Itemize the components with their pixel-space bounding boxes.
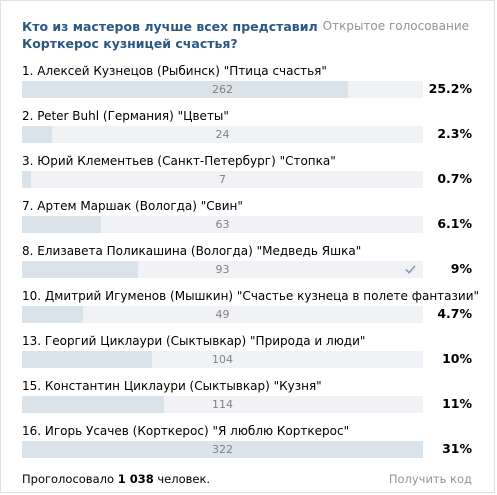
option-percent: 2.3%: [437, 126, 472, 141]
option-vote-count: 104: [212, 353, 233, 366]
poll-type-label: Открытое голосование: [322, 19, 469, 33]
poll-option[interactable]: 10. Дмитрий Игуменов (Мышкин) "Счастье к…: [22, 288, 479, 333]
poll-option[interactable]: 8. Елизавета Поликашина (Вологда) "Медве…: [22, 243, 472, 288]
option-label: 13. Георгий Циклаури (Сыктывкар) "Природ…: [22, 334, 366, 348]
option-bar: 262: [22, 81, 423, 98]
poll-option[interactable]: 13. Георгий Циклаури (Сыктывкар) "Природ…: [22, 333, 472, 378]
poll-option[interactable]: 15. Константин Циклаури (Сыктывкар) "Куз…: [22, 378, 472, 423]
option-vote-count: 93: [215, 263, 230, 276]
voted-suffix: человек.: [153, 472, 211, 486]
option-vote-count: 49: [215, 308, 230, 321]
option-bar-fill: [22, 216, 101, 233]
option-percent: 4.7%: [437, 306, 472, 321]
option-vote-count: 7: [219, 173, 226, 186]
option-bar: 104: [22, 351, 423, 368]
option-bar-fill: [22, 171, 31, 188]
voted-summary: Проголосовало 1 038 человек.: [22, 471, 210, 487]
option-vote-count: 114: [212, 398, 233, 411]
option-bar: 24: [22, 126, 423, 143]
option-label: 3. Юрий Клементьев (Санкт-Петербург) "Ст…: [22, 154, 336, 168]
poll-question: Кто из мастеров лучше всех представил Ко…: [22, 19, 318, 51]
option-bar: 7: [22, 171, 423, 188]
option-bar: 63: [22, 216, 423, 233]
option-label: 7. Артем Маршак (Вологда) "Свин": [22, 199, 243, 213]
poll-header: Кто из мастеров лучше всех представил Ко…: [22, 18, 492, 58]
poll-option[interactable]: 16. Игорь Усачев (Корткерос) "Я люблю Ко…: [22, 423, 472, 468]
voted-prefix: Проголосовало: [22, 472, 118, 486]
option-percent: 11%: [442, 396, 472, 411]
option-bar-fill: [22, 126, 52, 143]
option-bar: 93: [22, 261, 423, 278]
voted-count: 1 038: [117, 472, 154, 486]
option-bar: 322: [22, 441, 423, 458]
poll-option[interactable]: 1. Алексей Кузнецов (Рыбинск) "Птица сча…: [22, 63, 472, 108]
poll-footer: Проголосовало 1 038 человек. Получить ко…: [22, 471, 472, 487]
option-label: 15. Константин Циклаури (Сыктывкар) "Куз…: [22, 379, 322, 393]
option-vote-count: 63: [215, 218, 230, 231]
option-bar-fill: [22, 396, 164, 413]
checkmark-icon: [405, 265, 416, 274]
option-label: 2. Peter Buhl (Германия) "Цветы": [22, 109, 229, 123]
option-vote-count: 262: [212, 83, 233, 96]
option-label: 8. Елизавета Поликашина (Вологда) "Медве…: [22, 244, 362, 258]
option-bar-fill: [22, 306, 83, 323]
option-label: 16. Игорь Усачев (Корткерос) "Я люблю Ко…: [22, 424, 350, 438]
option-percent: 6.1%: [437, 216, 472, 231]
option-bar-fill: [22, 81, 348, 98]
option-percent: 25.2%: [428, 81, 472, 96]
option-bar-fill: [22, 261, 138, 278]
option-bar: 114: [22, 396, 423, 413]
option-percent: 0.7%: [437, 171, 472, 186]
option-bar-fill: [22, 441, 423, 458]
option-vote-count: 322: [212, 443, 233, 456]
option-percent: 9%: [450, 261, 472, 276]
poll-option[interactable]: 3. Юрий Клементьев (Санкт-Петербург) "Ст…: [22, 153, 472, 198]
poll-option[interactable]: 7. Артем Маршак (Вологда) "Свин" 63 6.1%: [22, 198, 472, 243]
poll-options: 1. Алексей Кузнецов (Рыбинск) "Птица сча…: [22, 63, 479, 468]
option-bar-fill: [22, 351, 152, 368]
option-percent: 10%: [442, 351, 472, 366]
option-percent: 31%: [442, 441, 472, 456]
get-code-link[interactable]: Получить код: [388, 472, 472, 486]
poll-option[interactable]: 2. Peter Buhl (Германия) "Цветы" 24 2.3%: [22, 108, 472, 153]
option-bar: 49: [22, 306, 423, 323]
option-vote-count: 24: [215, 128, 230, 141]
option-label: 1. Алексей Кузнецов (Рыбинск) "Птица сча…: [22, 64, 327, 78]
option-label: 10. Дмитрий Игуменов (Мышкин) "Счастье к…: [22, 289, 480, 303]
